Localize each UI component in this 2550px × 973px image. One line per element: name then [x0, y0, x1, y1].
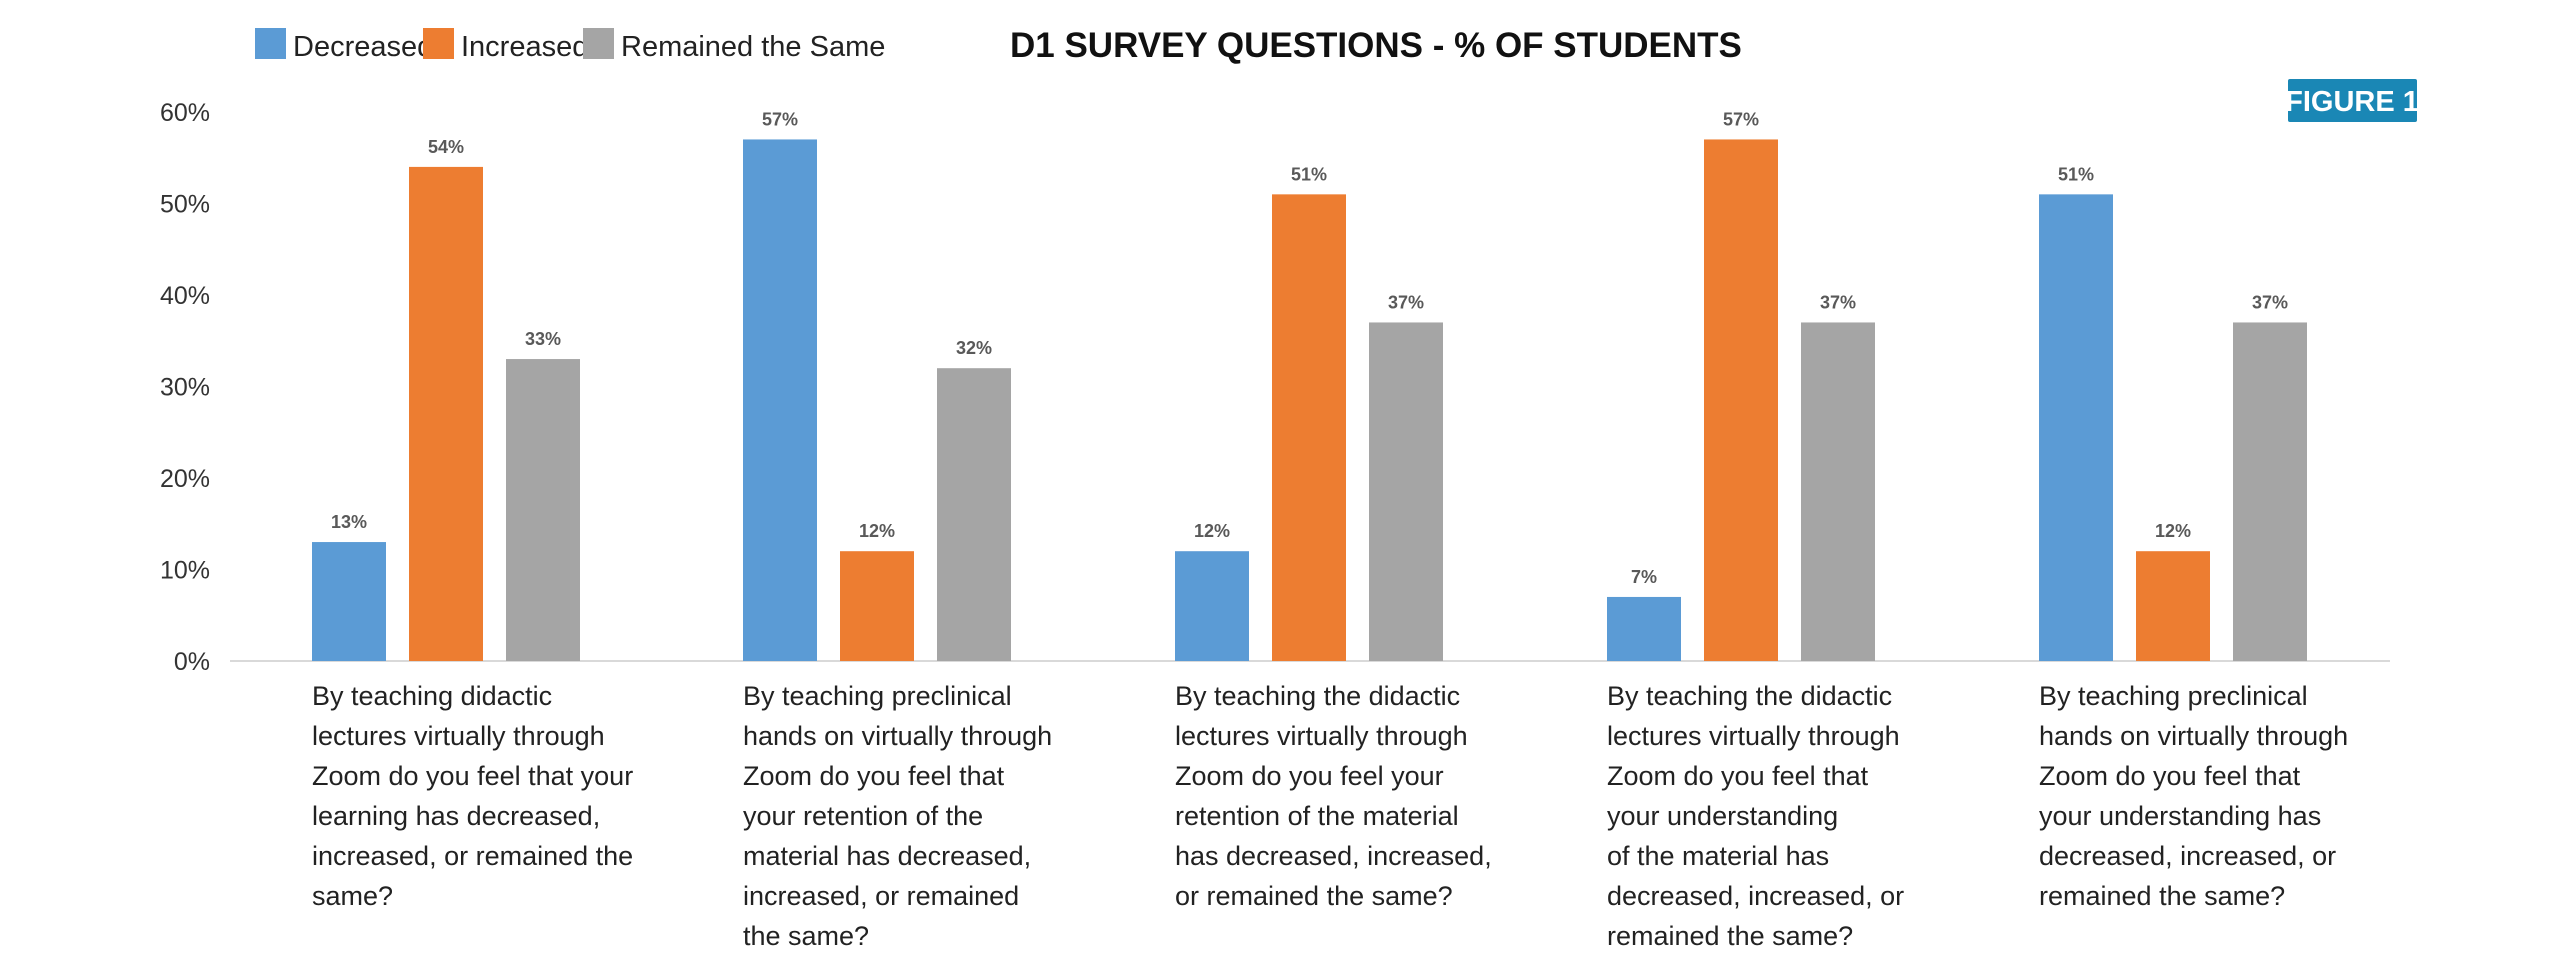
category-label-line: has decreased, increased, — [1175, 841, 1492, 871]
category-label-line: increased, or remained the — [312, 841, 633, 871]
y-tick-label: 10% — [160, 557, 210, 585]
category-label-q5: By teaching preclinical hands on virtuall… — [2039, 681, 2348, 911]
category-label-line: remained the same? — [1607, 921, 1853, 951]
y-tick-label: 60% — [160, 99, 210, 127]
category-label-line: hands on virtually through — [743, 721, 1052, 751]
category-labels: By teaching didactic lectures virtually t… — [312, 681, 2348, 951]
category-label-line: lectures virtually through — [1175, 721, 1468, 751]
bars — [312, 139, 2307, 661]
data-label-decreased-q5: 51% — [2058, 164, 2094, 184]
y-tick-label: 0% — [174, 648, 210, 676]
legend-label-remained: Remained the Same — [621, 31, 885, 63]
data-label-decreased-q2: 57% — [762, 109, 798, 129]
y-tick-label: 50% — [160, 191, 210, 219]
bar-remained-q2 — [937, 368, 1011, 661]
category-label-line: Zoom do you feel that — [2039, 761, 2301, 791]
category-label-line: learning has decreased, — [312, 801, 600, 831]
data-label-increased-q5: 12% — [2155, 521, 2191, 541]
bar-decreased-q1 — [312, 542, 386, 661]
bar-remained-q3 — [1369, 322, 1443, 661]
data-label-remained-q3: 37% — [1388, 292, 1424, 312]
legend-swatch-increased — [423, 28, 454, 59]
category-label-line: By teaching the didactic — [1175, 681, 1460, 711]
category-label-line: decreased, increased, or — [1607, 881, 1904, 911]
category-label-line: By teaching preclinical — [743, 681, 1012, 711]
category-label-line: lectures virtually through — [312, 721, 605, 751]
data-label-increased-q4: 57% — [1723, 109, 1759, 129]
data-label-decreased-q4: 7% — [1631, 567, 1657, 587]
data-label-decreased-q3: 12% — [1194, 521, 1230, 541]
bar-increased-q1 — [409, 166, 483, 661]
category-label-line: decreased, increased, or — [2039, 841, 2336, 871]
category-label-line: lectures virtually through — [1607, 721, 1900, 751]
category-label-q4: By teaching the didactic lectures virtual… — [1607, 681, 1904, 951]
bar-increased-q3 — [1272, 194, 1346, 661]
bar-decreased-q2 — [743, 139, 817, 661]
bar-increased-q5 — [2136, 551, 2210, 661]
bar-decreased-q5 — [2039, 194, 2113, 661]
category-label-line: Zoom do you feel that your — [312, 761, 633, 791]
bar-remained-q5 — [2233, 322, 2307, 661]
category-label-line: Zoom do you feel that — [1607, 761, 1869, 791]
figure-badge-background — [2288, 79, 2417, 122]
category-label-line: your understanding — [1607, 801, 1838, 831]
chart-title: D1 SURVEY QUESTIONS - % OF STUDENTS — [1010, 26, 1742, 65]
bar-increased-q2 — [840, 551, 914, 661]
figure-badge: FIGURE 1 — [2285, 79, 2419, 122]
bar-decreased-q3 — [1175, 551, 1249, 661]
legend: Decreased Increased Remained the Same — [255, 28, 885, 63]
category-label-line: By teaching preclinical — [2039, 681, 2308, 711]
category-label-line: of the material has — [1607, 841, 1829, 871]
category-label-line: retention of the material — [1175, 801, 1459, 831]
category-label-line: hands on virtually through — [2039, 721, 2348, 751]
data-label-increased-q2: 12% — [859, 521, 895, 541]
data-label-remained-q4: 37% — [1820, 292, 1856, 312]
category-label-line: material has decreased, — [743, 841, 1031, 871]
category-label-line: the same? — [743, 921, 869, 951]
data-label-increased-q3: 51% — [1291, 164, 1327, 184]
category-label-line: same? — [312, 881, 393, 911]
value-labels: 13% 57% 12% 7% 51% 54% 12% 51% 57% 12% 33% 32% 37% 37… — [331, 109, 2288, 587]
category-label-line: increased, or remained — [743, 881, 1019, 911]
data-label-increased-q1: 54% — [428, 137, 464, 157]
category-label-line: or remained the same? — [1175, 881, 1453, 911]
y-tick-label: 30% — [160, 374, 210, 402]
bar-remained-q1 — [506, 359, 580, 661]
y-tick-label: 20% — [160, 465, 210, 493]
data-label-decreased-q1: 13% — [331, 512, 367, 532]
y-tick-label: 40% — [160, 282, 210, 310]
bar-increased-q4 — [1704, 139, 1778, 661]
category-label-q1: By teaching didactic lectures virtually t… — [312, 681, 633, 911]
bar-decreased-q4 — [1607, 596, 1681, 661]
y-axis: 0% 10% 20% 30% 40% 50% 60% — [160, 99, 210, 676]
category-label-line: remained the same? — [2039, 881, 2285, 911]
category-label-q3: By teaching the didactic lectures virtual… — [1175, 681, 1492, 911]
category-label-q2: By teaching preclinical hands on virtuall… — [743, 681, 1052, 951]
legend-swatch-remained — [583, 28, 614, 59]
bar-remained-q4 — [1801, 322, 1875, 661]
data-label-remained-q1: 33% — [525, 329, 561, 349]
data-label-remained-q2: 32% — [956, 338, 992, 358]
data-label-remained-q5: 37% — [2252, 292, 2288, 312]
legend-label-increased: Increased — [461, 31, 588, 63]
category-label-line: By teaching the didactic — [1607, 681, 1892, 711]
legend-swatch-decreased — [255, 28, 286, 59]
category-label-line: Zoom do you feel your — [1175, 761, 1444, 791]
figure-badge-label: FIGURE 1 — [2285, 86, 2419, 118]
category-label-line: your understanding has — [2039, 801, 2321, 831]
category-label-line: By teaching didactic — [312, 681, 552, 711]
category-label-line: Zoom do you feel that — [743, 761, 1005, 791]
legend-label-decreased: Decreased — [293, 31, 433, 63]
category-label-line: your retention of the — [743, 801, 983, 831]
